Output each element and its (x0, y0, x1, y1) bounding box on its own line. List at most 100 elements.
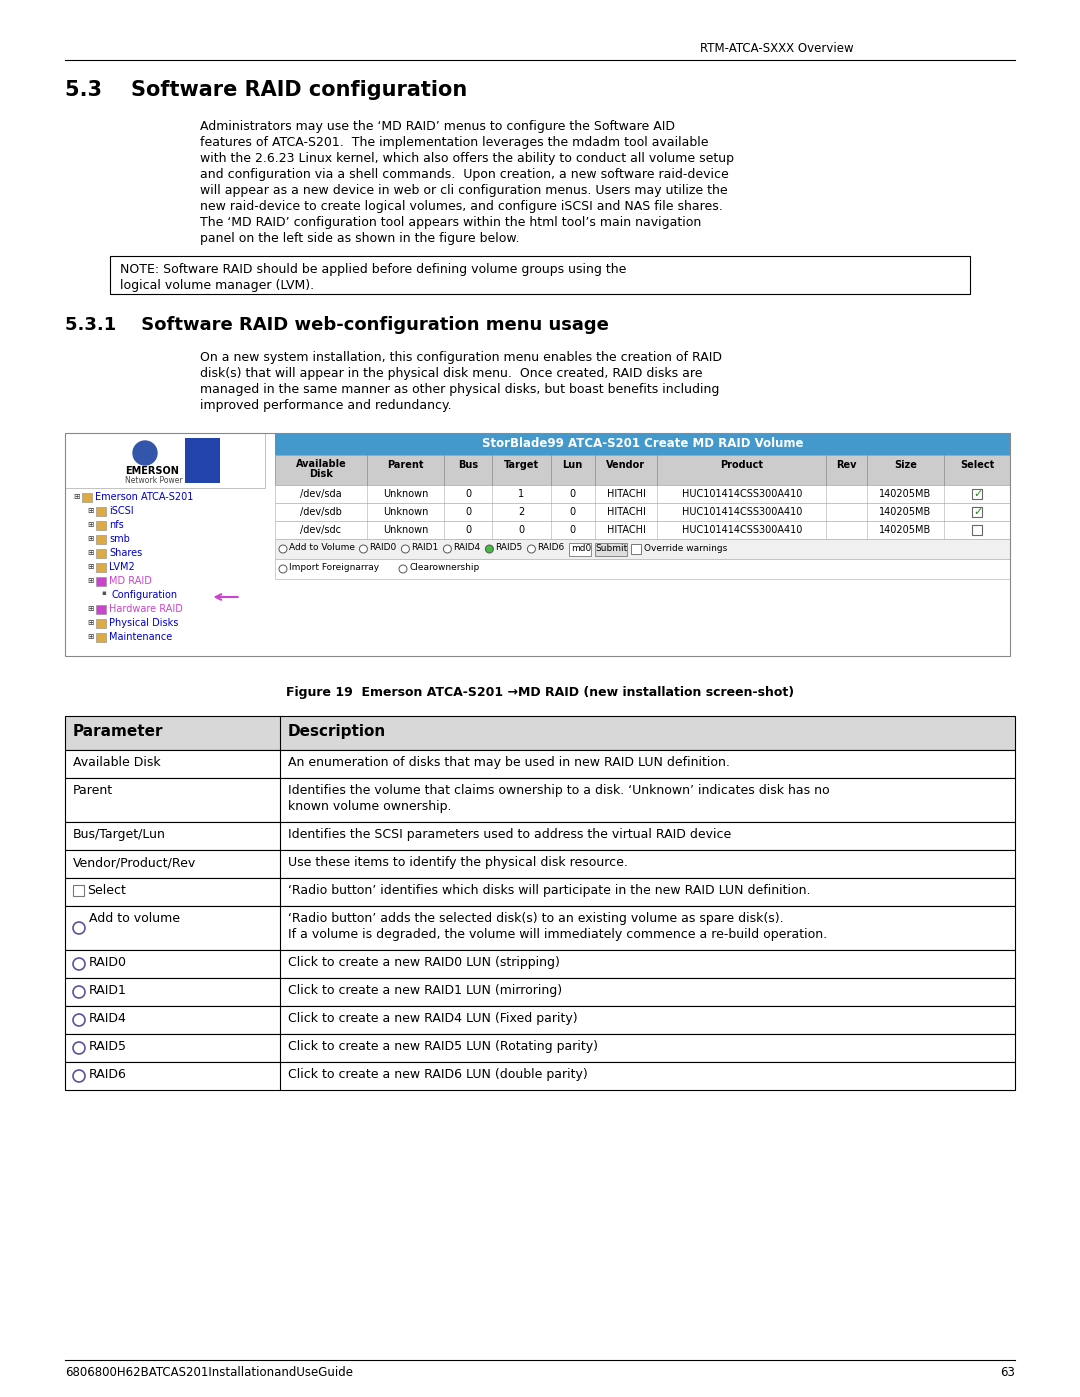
Text: disk(s) that will appear in the physical disk menu.  Once created, RAID disks ar: disk(s) that will appear in the physical… (200, 367, 702, 380)
Text: ‘Radio button’ adds the selected disk(s) to an existing volume as spare disk(s).: ‘Radio button’ adds the selected disk(s)… (288, 912, 784, 925)
Text: Parent: Parent (73, 784, 113, 798)
Text: ⊞: ⊞ (87, 576, 93, 585)
Circle shape (279, 545, 287, 553)
Bar (632, 543, 642, 555)
Text: Identifies the SCSI parameters used to address the virtual RAID device: Identifies the SCSI parameters used to a… (288, 828, 731, 841)
Text: RAID4: RAID4 (89, 1011, 126, 1025)
Bar (65, 907, 1015, 950)
Text: 5.3    Software RAID configuration: 5.3 Software RAID configuration (65, 80, 468, 101)
Text: /dev/sdb: /dev/sdb (300, 507, 342, 517)
Text: RAID0: RAID0 (369, 543, 396, 552)
Bar (65, 717, 1015, 750)
Text: Shares: Shares (109, 548, 143, 557)
Circle shape (133, 441, 157, 465)
Circle shape (279, 564, 287, 573)
Text: ⊞: ⊞ (87, 534, 93, 543)
Bar (569, 543, 592, 556)
Text: will appear as a new device in web or cli configuration menus. Users may utilize: will appear as a new device in web or cl… (200, 184, 728, 197)
Text: HITACHI: HITACHI (607, 507, 646, 517)
Text: Available Disk: Available Disk (73, 756, 161, 768)
Text: ✓: ✓ (973, 489, 983, 499)
Circle shape (402, 545, 409, 553)
Text: RAID6: RAID6 (538, 543, 565, 552)
Text: 0: 0 (569, 489, 576, 499)
Text: Parent: Parent (388, 460, 423, 469)
Text: 5.3.1    Software RAID web-configuration menu usage: 5.3.1 Software RAID web-configuration me… (65, 316, 609, 334)
Text: HUC101414CSS300A410: HUC101414CSS300A410 (681, 489, 802, 499)
Text: Hardware RAID: Hardware RAID (109, 604, 183, 615)
Text: known volume ownership.: known volume ownership. (288, 800, 451, 813)
Text: Rev: Rev (836, 460, 856, 469)
Text: Size: Size (894, 460, 917, 469)
Text: managed in the same manner as other physical disks, but boast benefits including: managed in the same manner as other phys… (200, 383, 719, 395)
Text: HITACHI: HITACHI (607, 489, 646, 499)
Text: EMERSON: EMERSON (125, 467, 179, 476)
Bar (65, 849, 1015, 877)
Text: panel on the left side as shown in the figure below.: panel on the left side as shown in the f… (200, 232, 519, 244)
Circle shape (73, 986, 85, 997)
Text: Click to create a new RAID6 LUN (double parity): Click to create a new RAID6 LUN (double … (288, 1067, 588, 1081)
Text: Identifies the volume that claims ownership to a disk. ‘Unknown’ indicates disk : Identifies the volume that claims owners… (288, 784, 829, 798)
Bar (96, 521, 106, 529)
Text: 0: 0 (569, 507, 576, 517)
Text: ⊞: ⊞ (87, 520, 93, 529)
Text: 0: 0 (464, 507, 471, 517)
Text: 1: 1 (518, 489, 524, 499)
Text: Clearownership: Clearownership (409, 563, 480, 571)
Text: Physical Disks: Physical Disks (109, 617, 178, 629)
Bar (96, 507, 106, 515)
Text: RAID0: RAID0 (89, 956, 127, 970)
Bar (275, 455, 1010, 485)
Bar (65, 750, 1015, 778)
Bar (96, 619, 106, 629)
Bar (65, 433, 265, 488)
Circle shape (360, 545, 367, 553)
Bar (82, 493, 92, 502)
Bar (185, 439, 220, 483)
Text: HUC101414CSS300A410: HUC101414CSS300A410 (681, 507, 802, 517)
Text: Vendor/Product/Rev: Vendor/Product/Rev (73, 856, 197, 869)
Text: nfs: nfs (109, 520, 124, 529)
Text: logical volume manager (LVM).: logical volume manager (LVM). (120, 279, 314, 292)
Text: If a volume is degraded, the volume will immediately commence a re-build operati: If a volume is degraded, the volume will… (288, 928, 827, 942)
Text: ⊞: ⊞ (87, 631, 93, 641)
Circle shape (73, 1014, 85, 1025)
Text: Parameter: Parameter (73, 724, 163, 739)
Text: RTM-ATCA-SXXX Overview: RTM-ATCA-SXXX Overview (700, 42, 853, 54)
Text: ▪: ▪ (102, 590, 106, 597)
Text: Add to Volume: Add to Volume (289, 543, 355, 552)
Text: Available: Available (296, 460, 347, 469)
Circle shape (485, 545, 494, 553)
Text: 140205MB: 140205MB (879, 507, 931, 517)
Text: ⊞: ⊞ (87, 617, 93, 627)
Bar (96, 549, 106, 557)
Bar (110, 256, 970, 293)
Bar (96, 633, 106, 643)
Bar (65, 1006, 1015, 1034)
Text: Description: Description (288, 724, 387, 739)
Bar (65, 821, 1015, 849)
Bar (275, 485, 1010, 503)
Bar (275, 503, 1010, 521)
Bar (96, 535, 106, 543)
Text: RAID1: RAID1 (89, 983, 126, 997)
Text: 6806800H62BATCAS201InstallationandUseGuide: 6806800H62BATCAS201InstallationandUseGui… (65, 1366, 353, 1379)
Text: Maintenance: Maintenance (109, 631, 172, 643)
Text: NOTE: Software RAID should be applied before defining volume groups using the: NOTE: Software RAID should be applied be… (120, 263, 626, 277)
Text: Click to create a new RAID5 LUN (Rotating parity): Click to create a new RAID5 LUN (Rotatin… (288, 1039, 598, 1053)
Text: new raid-device to create logical volumes, and configure iSCSI and NAS file shar: new raid-device to create logical volume… (200, 200, 723, 212)
Text: Click to create a new RAID4 LUN (Fixed parity): Click to create a new RAID4 LUN (Fixed p… (288, 1011, 578, 1025)
Text: ⊞: ⊞ (87, 548, 93, 557)
Bar (65, 978, 1015, 1006)
Text: Unknown: Unknown (382, 525, 428, 535)
Text: Disk: Disk (309, 469, 333, 479)
Text: RAID1: RAID1 (411, 543, 438, 552)
Text: ⊞: ⊞ (87, 506, 93, 515)
Text: Lun: Lun (563, 460, 583, 469)
Text: 2: 2 (518, 507, 525, 517)
Text: features of ATCA-S201.  The implementation leverages the mdadm tool available: features of ATCA-S201. The implementatio… (200, 136, 708, 149)
Bar (275, 433, 1010, 455)
Text: Product: Product (720, 460, 764, 469)
Text: Unknown: Unknown (382, 489, 428, 499)
Bar (65, 1034, 1015, 1062)
